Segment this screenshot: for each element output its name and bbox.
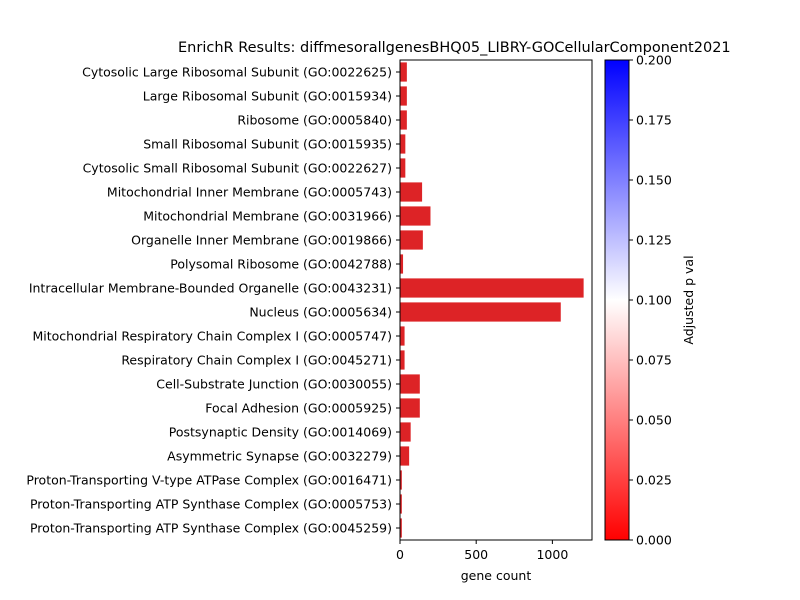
y-tick-label: Proton-Transporting V-type ATPase Comple… bbox=[26, 473, 392, 488]
x-tick-label: 1000 bbox=[536, 547, 568, 562]
bar bbox=[400, 326, 405, 346]
y-tick-label: Cytosolic Small Ribosomal Subunit (GO:00… bbox=[83, 161, 392, 176]
x-tick-label: 500 bbox=[464, 547, 488, 562]
y-tick-label: Cytosolic Large Ribosomal Subunit (GO:00… bbox=[82, 65, 392, 80]
colorbar-tick-label: 0.125 bbox=[636, 233, 672, 248]
colorbar-tick-label: 0.075 bbox=[636, 353, 672, 368]
y-tick-label: Small Ribosomal Subunit (GO:0015935) bbox=[143, 137, 392, 152]
bar bbox=[400, 446, 410, 466]
y-tick-label: Mitochondrial Membrane (GO:0031966) bbox=[143, 209, 392, 224]
y-tick-label: Organelle Inner Membrane (GO:0019866) bbox=[131, 233, 392, 248]
colorbar-tick-label: 0.175 bbox=[636, 113, 672, 128]
bar bbox=[400, 182, 423, 202]
bar bbox=[400, 302, 561, 322]
colorbar-tick-label: 0.025 bbox=[636, 473, 672, 488]
colorbar bbox=[604, 59, 630, 541]
bar bbox=[400, 254, 404, 274]
y-tick-label: Proton-Transporting ATP Synthase Complex… bbox=[30, 497, 392, 512]
x-axis-label: gene count bbox=[461, 568, 532, 583]
y-tick-label: Respiratory Chain Complex I (GO:0045271) bbox=[121, 353, 392, 368]
y-tick-label: Asymmetric Synapse (GO:0032279) bbox=[167, 449, 392, 464]
y-tick-label: Focal Adhesion (GO:0005925) bbox=[205, 401, 392, 416]
y-tick-label: Mitochondrial Inner Membrane (GO:0005743… bbox=[107, 185, 392, 200]
bar bbox=[400, 470, 402, 490]
bars-group bbox=[400, 62, 584, 538]
bar bbox=[400, 278, 584, 298]
colorbar-ticks: 0.000 0.025 0.050 0.075 0.100 0.125 0.150 0.175… bbox=[629, 53, 672, 548]
bar bbox=[400, 350, 405, 370]
colorbar-tick-label: 0.050 bbox=[636, 413, 672, 428]
bar bbox=[400, 374, 420, 394]
colorbar-tick-label: 0.200 bbox=[636, 53, 672, 68]
bar bbox=[400, 398, 420, 418]
y-tick-label: Mitochondrial Respiratory Chain Complex … bbox=[33, 329, 393, 344]
y-tick-label: Polysomal Ribosome (GO:0042788) bbox=[170, 257, 392, 272]
bar bbox=[400, 206, 431, 226]
plot-frame bbox=[399, 59, 593, 541]
bar bbox=[400, 110, 407, 130]
bar bbox=[400, 518, 402, 538]
bar bbox=[400, 134, 406, 154]
chart-title: EnrichR Results: diffmesorallgenesBHQ05_… bbox=[178, 40, 731, 56]
y-tick-label: Large Ribosomal Subunit (GO:0015934) bbox=[143, 89, 392, 104]
y-tick-labels: Cytosolic Large Ribosomal Subunit (GO:00… bbox=[26, 65, 400, 536]
bar bbox=[400, 158, 406, 178]
colorbar-label: Adjusted p val bbox=[681, 255, 696, 344]
bar bbox=[400, 62, 407, 82]
y-tick-label: Cell-Substrate Junction (GO:0030055) bbox=[156, 377, 392, 392]
bar bbox=[400, 422, 411, 442]
y-tick-label: Ribosome (GO:0005840) bbox=[237, 113, 392, 128]
bar bbox=[400, 494, 402, 514]
colorbar-tick-label: 0.100 bbox=[636, 293, 672, 308]
bar bbox=[400, 86, 407, 106]
y-tick-label: Intracellular Membrane-Bounded Organelle… bbox=[29, 281, 392, 296]
colorbar-tick-label: 0.150 bbox=[636, 173, 672, 188]
x-ticks: 0 500 1000 bbox=[396, 540, 568, 562]
x-tick-label: 0 bbox=[396, 547, 404, 562]
y-tick-label: Nucleus (GO:0005634) bbox=[249, 305, 392, 320]
y-tick-label: Proton-Transporting ATP Synthase Complex… bbox=[30, 521, 392, 536]
colorbar-tick-label: 0.000 bbox=[636, 533, 672, 548]
bar bbox=[400, 230, 423, 250]
y-tick-label: Postsynaptic Density (GO:0014069) bbox=[169, 425, 392, 440]
